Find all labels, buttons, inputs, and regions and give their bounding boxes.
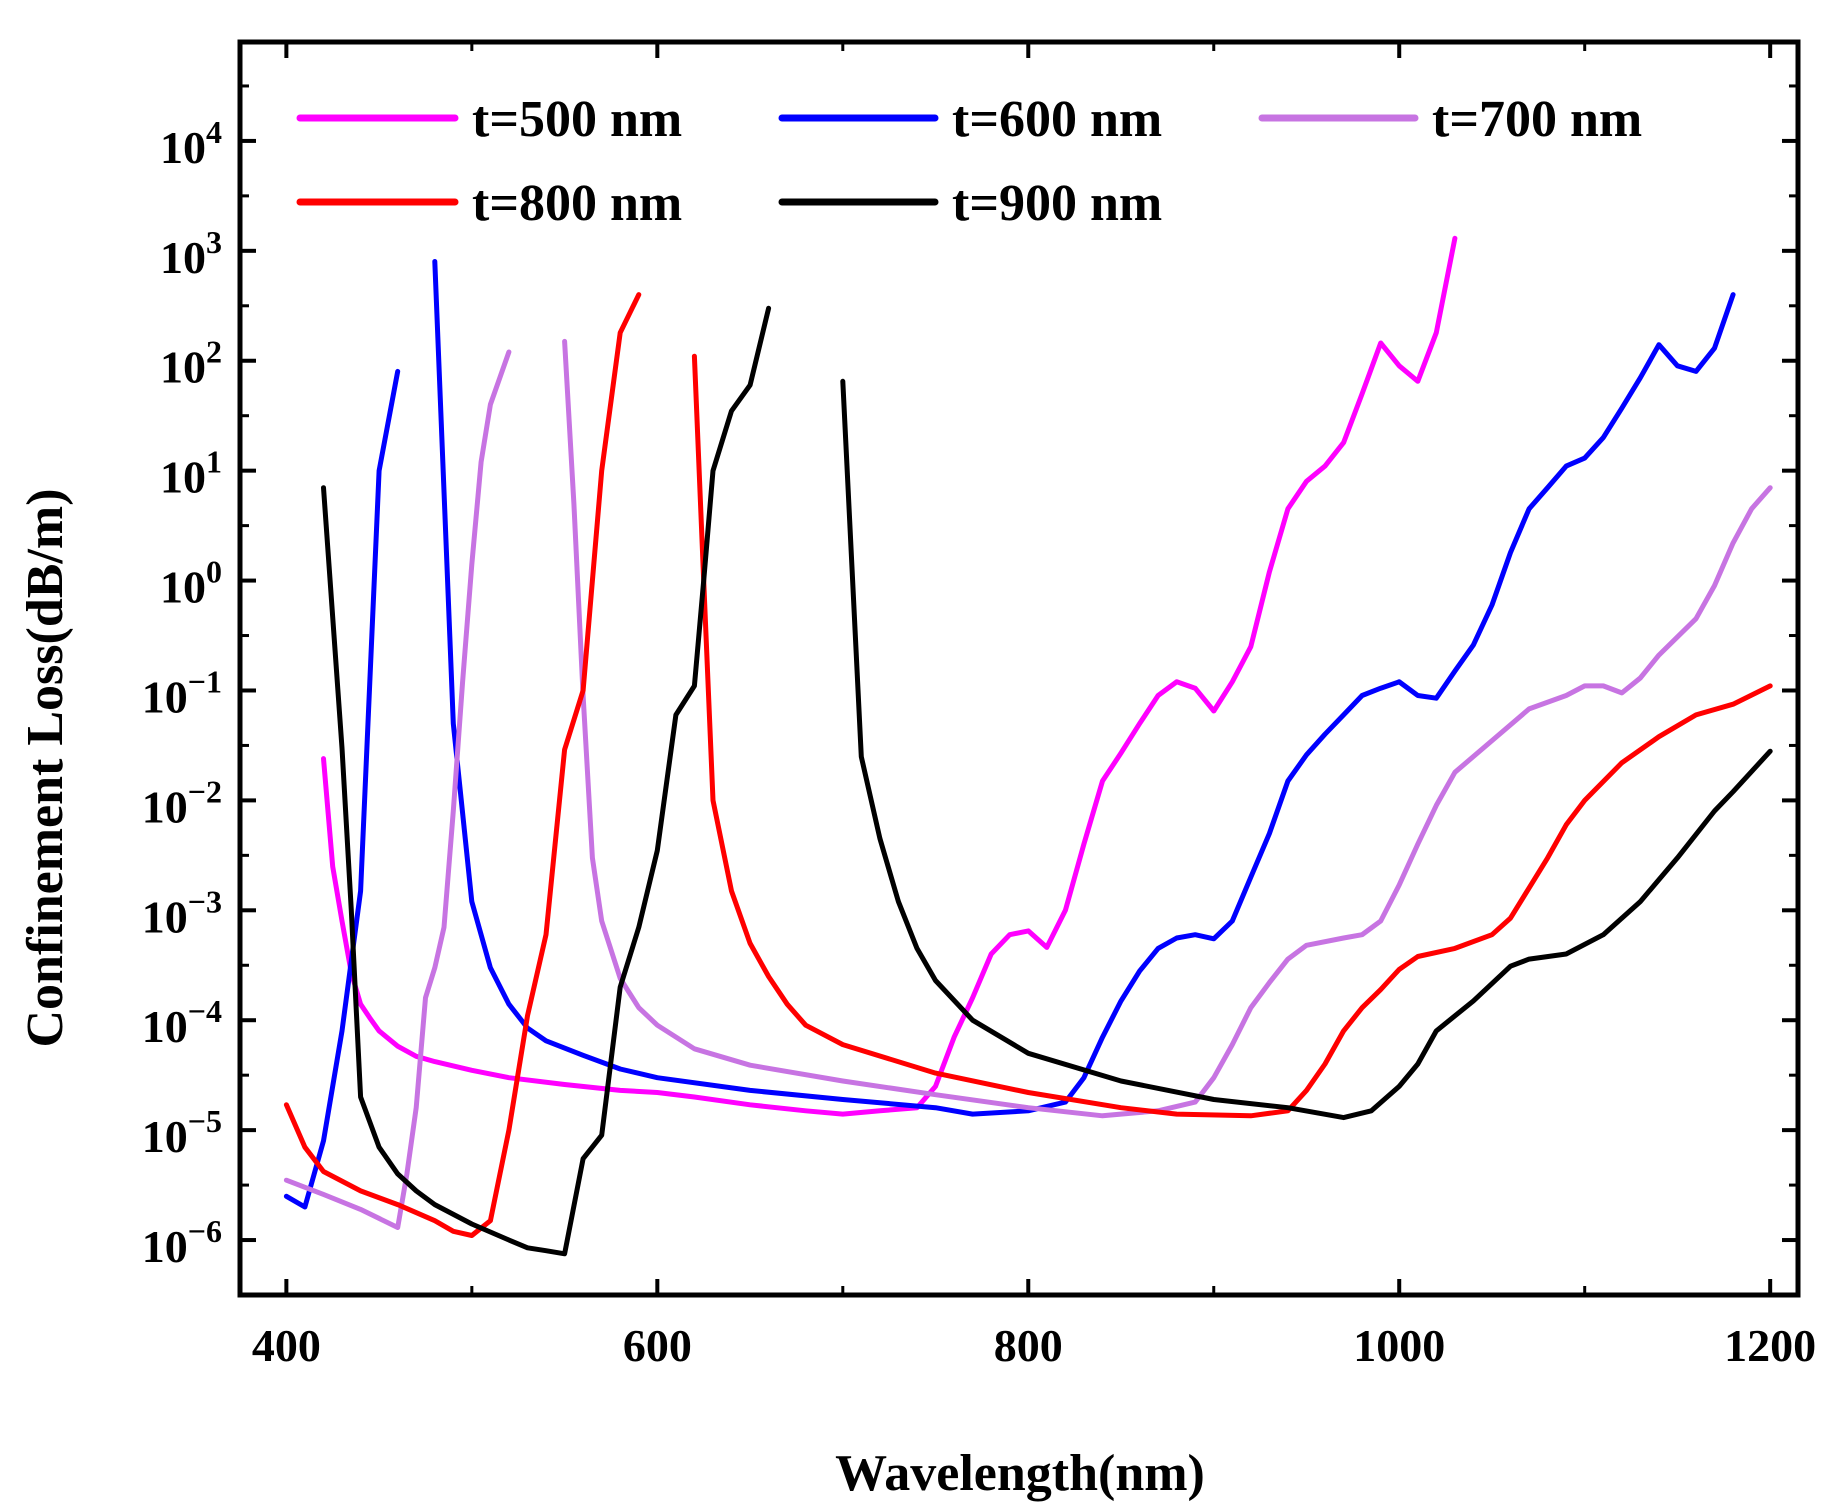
series-line-t-900-nm-seg2 bbox=[840, 378, 1773, 1121]
legend-label-t-800-nm: t=800 nm bbox=[472, 175, 682, 232]
plot-border bbox=[237, 39, 1801, 1298]
x-axis-title: Wavelength(nm) bbox=[835, 1445, 1205, 1502]
series-line-t-800-nm-seg1 bbox=[283, 292, 642, 1238]
y-tick-label: 101 bbox=[160, 444, 222, 503]
legend-label-t-700-nm: t=700 nm bbox=[1432, 91, 1642, 148]
legend: t=500 nm t=600 nm t=700 nm t=800 nm t=900 nm bbox=[296, 91, 1642, 232]
series-line-t-700-nm-seg1 bbox=[283, 349, 512, 1230]
y-tick-label: 10−6 bbox=[142, 1213, 222, 1272]
plot-frame bbox=[237, 39, 1801, 1298]
x-tick-label: 1200 bbox=[1724, 1320, 1816, 1371]
series-lines bbox=[283, 235, 1773, 1257]
x-tick-label: 1000 bbox=[1353, 1320, 1445, 1371]
y-tick-label: 10−1 bbox=[142, 663, 222, 722]
y-tick-label: 10−5 bbox=[142, 1103, 222, 1162]
legend-label-t-600-nm: t=600 nm bbox=[952, 91, 1162, 148]
series-line-t-600-nm-seg1 bbox=[283, 368, 401, 1210]
series-line-t-900-nm-seg1 bbox=[321, 305, 772, 1257]
series-line-t-700-nm-seg2 bbox=[562, 338, 1773, 1119]
legend-label-t-500-nm: t=500 nm bbox=[472, 91, 682, 148]
legend-label-t-900-nm: t=900 nm bbox=[952, 175, 1162, 232]
series-line-t-500-nm-seg1 bbox=[321, 235, 1458, 1117]
y-tick-label: 102 bbox=[160, 334, 222, 393]
x-tick-label: 600 bbox=[623, 1320, 692, 1371]
series-line-t-800-nm-seg2 bbox=[691, 353, 1773, 1119]
y-tick-label: 10−3 bbox=[142, 883, 222, 942]
y-tick-label: 103 bbox=[160, 224, 222, 283]
y-tick-label: 100 bbox=[160, 554, 222, 613]
y-tick-label: 10−4 bbox=[142, 993, 222, 1052]
x-tick-label: 400 bbox=[252, 1320, 321, 1371]
series-line-t-600-nm-seg2 bbox=[432, 259, 1736, 1117]
axis-ticks: 400 600 800 1000 1200 10−6 10−5 10−4 10−3 10−2 10−… bbox=[142, 42, 1816, 1371]
y-tick-label: 104 bbox=[160, 114, 222, 173]
y-axis-title: Confinement Loss(dB/m) bbox=[17, 488, 74, 1047]
x-tick-label: 800 bbox=[994, 1320, 1063, 1371]
y-tick-label: 10−2 bbox=[142, 773, 222, 832]
